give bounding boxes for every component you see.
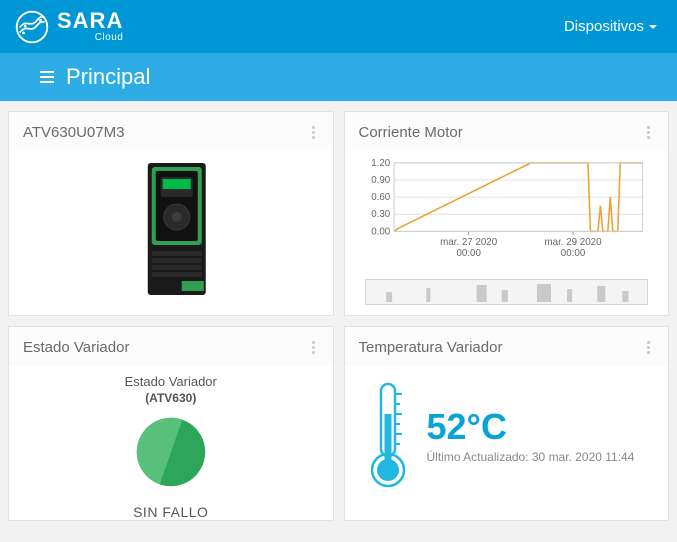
- panel-temperatura-head: Temperatura Variador: [345, 327, 669, 366]
- device-image: [9, 151, 333, 309]
- dashboard-grid: ATV630U07M3: [0, 101, 677, 531]
- svg-text:0.90: 0.90: [371, 175, 391, 186]
- panel-device-title: ATV630U07M3: [23, 124, 124, 141]
- temperatura-text: 52°C Último Actualizado: 30 mar. 2020 11…: [427, 406, 635, 464]
- panel-temperatura-menu-button[interactable]: [643, 337, 654, 358]
- brand: SARA Cloud: [15, 10, 123, 44]
- svg-text:mar. 27 2020: mar. 27 2020: [440, 237, 498, 248]
- panel-estado-menu-button[interactable]: [308, 337, 319, 358]
- svg-text:00:00: 00:00: [456, 248, 481, 259]
- temperatura-updated: Último Actualizado: 30 mar. 2020 11:44: [427, 450, 635, 464]
- panel-corriente-title: Corriente Motor: [359, 124, 463, 141]
- menu-toggle-button[interactable]: [40, 71, 54, 83]
- chart-corriente: 0.000.300.600.901.20mar. 27 202000:00mar…: [345, 151, 669, 271]
- app-header: SARA Cloud Dispositivos: [0, 0, 677, 53]
- nav-dispositivos-dropdown[interactable]: Dispositivos: [564, 18, 657, 35]
- chart-scrub-bar[interactable]: [365, 279, 649, 305]
- panel-corriente-menu-button[interactable]: [643, 122, 654, 143]
- svg-text:0.60: 0.60: [371, 192, 391, 203]
- thermometer-icon: [367, 380, 409, 490]
- panel-device-menu-button[interactable]: [308, 122, 319, 143]
- estado-status-text: SIN FALLO: [19, 504, 323, 520]
- brand-text: SARA Cloud: [57, 10, 123, 43]
- panel-device: ATV630U07M3: [8, 111, 334, 316]
- svg-text:1.20: 1.20: [371, 158, 391, 169]
- svg-text:0.00: 0.00: [371, 226, 391, 237]
- brand-subtitle: Cloud: [95, 33, 124, 43]
- svg-text:0.30: 0.30: [371, 209, 391, 220]
- brand-logo-icon: [15, 10, 49, 44]
- panel-estado-head: Estado Variador: [9, 327, 333, 366]
- panel-device-head: ATV630U07M3: [9, 112, 333, 151]
- page-subheader: Principal: [0, 53, 677, 101]
- page-title: Principal: [66, 64, 150, 90]
- panel-temperatura-title: Temperatura Variador: [359, 339, 503, 356]
- status-gauge-icon: [134, 415, 208, 489]
- temperatura-value: 52°C: [427, 406, 635, 448]
- caret-down-icon: [649, 25, 657, 29]
- svg-text:00:00: 00:00: [560, 248, 585, 259]
- temperatura-body: 52°C Último Actualizado: 30 mar. 2020 11…: [345, 366, 669, 500]
- nav-dispositivos-label: Dispositivos: [564, 18, 644, 35]
- panel-corriente: Corriente Motor 0.00 0.30 0.60 0.90 1.20 mar.…: [344, 111, 670, 316]
- panel-corriente-head: Corriente Motor: [345, 112, 669, 151]
- svg-text:mar. 29 2020: mar. 29 2020: [544, 237, 602, 248]
- estado-device: (ATV630): [19, 391, 323, 405]
- line-chart: 0.000.300.600.901.20mar. 27 202000:00mar…: [355, 157, 649, 265]
- panel-temperatura: Temperatura Variador 52°C Último Actuali…: [344, 326, 670, 521]
- panel-estado: Estado Variador Estado Variador (ATV630)…: [8, 326, 334, 521]
- estado-body: Estado Variador (ATV630) SIN FALLO: [9, 366, 333, 520]
- estado-subtitle: Estado Variador: [19, 374, 323, 389]
- brand-name: SARA: [57, 10, 123, 32]
- panel-estado-title: Estado Variador: [23, 339, 129, 356]
